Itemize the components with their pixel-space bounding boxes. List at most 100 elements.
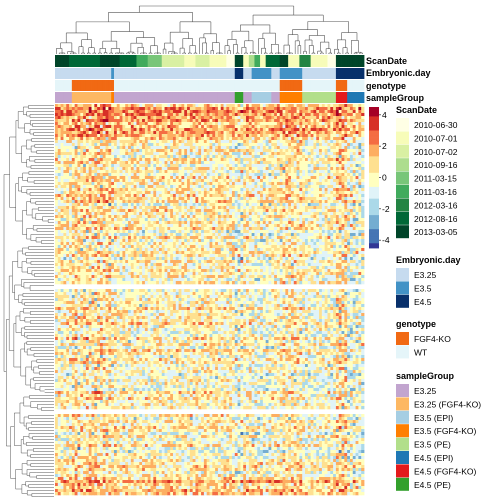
- heatmap-cell: [327, 128, 331, 132]
- heatmap-cell: [316, 185, 320, 189]
- heatmap-cell: [316, 125, 320, 129]
- heatmap-cell: [142, 137, 146, 141]
- heatmap-cell: [178, 113, 182, 117]
- heatmap-cell: [248, 149, 253, 153]
- heatmap-cell: [296, 194, 300, 198]
- heatmap-cell: [296, 104, 300, 108]
- heatmap-cell: [302, 107, 306, 111]
- heatmap-cell: [195, 176, 199, 180]
- heatmap-cell: [209, 176, 213, 180]
- heatmap-cell: [55, 188, 59, 192]
- heatmap-cell: [116, 164, 121, 168]
- annotation-cell: [88, 92, 92, 103]
- heatmap-cell: [355, 143, 359, 147]
- heatmap-cell: [243, 170, 247, 174]
- heatmap-cell: [352, 149, 356, 153]
- heatmap-cell: [128, 149, 132, 153]
- heatmap-cell: [288, 137, 292, 141]
- heatmap-cell: [327, 116, 331, 120]
- heatmap-cell: [215, 182, 219, 186]
- annotation-cell: [192, 68, 196, 79]
- heatmap-cell: [66, 116, 70, 120]
- heatmap-cell: [198, 164, 202, 168]
- heatmap-cell: [88, 125, 92, 129]
- heatmap-cell: [313, 197, 317, 201]
- heatmap-cell: [229, 146, 233, 150]
- heatmap-cell: [215, 134, 219, 138]
- heatmap-cell: [60, 155, 64, 159]
- heatmap-cell: [209, 134, 213, 138]
- heatmap-cell: [85, 179, 90, 183]
- annotation-cell: [223, 92, 227, 103]
- heatmap-cell: [330, 191, 334, 195]
- heatmap-cell: [355, 107, 359, 111]
- heatmap-cell: [133, 119, 137, 123]
- annotation-cell: [262, 92, 267, 103]
- heatmap-cell: [321, 107, 326, 111]
- heatmap-cell: [234, 152, 238, 156]
- heatmap-cell: [71, 188, 76, 192]
- heatmap-cell: [57, 131, 62, 135]
- heatmap-cell: [274, 110, 278, 114]
- heatmap-cell: [144, 116, 149, 120]
- heatmap-cell: [116, 152, 121, 156]
- heatmap-cell: [108, 191, 112, 195]
- annotation-cell: [347, 92, 351, 103]
- heatmap-cell: [265, 140, 269, 144]
- heatmap-cell: [333, 146, 337, 150]
- heatmap-cell: [94, 197, 98, 201]
- annotation-cell: [352, 55, 356, 67]
- heatmap-cell: [330, 173, 334, 177]
- heatmap-cell: [209, 122, 213, 126]
- heatmap-cell: [150, 164, 154, 168]
- heatmap-cell: [113, 107, 118, 111]
- heatmap-cell: [71, 146, 76, 150]
- heatmap-cell: [352, 197, 356, 201]
- heatmap-cell: [201, 122, 205, 126]
- heatmap-cell: [139, 161, 143, 165]
- heatmap-cell: [80, 152, 84, 156]
- annotation-cell: [220, 92, 224, 103]
- heatmap-cell: [128, 182, 132, 186]
- heatmap-cell: [170, 125, 174, 129]
- heatmap-cell: [262, 125, 267, 129]
- heatmap-cell: [361, 107, 365, 111]
- heatmap-cell: [209, 197, 213, 201]
- heatmap-cell: [240, 182, 244, 186]
- heatmap-cell: [296, 170, 300, 174]
- heatmap-cell: [71, 194, 76, 198]
- heatmap-cell: [237, 137, 241, 141]
- annotation-cell: [212, 92, 216, 103]
- heatmap-cell: [158, 110, 163, 114]
- heatmap-cell: [282, 182, 286, 186]
- heatmap-cell: [83, 116, 87, 120]
- annotation-cell: [139, 55, 143, 67]
- heatmap-cell: [282, 125, 286, 129]
- heatmap-cell: [231, 185, 236, 189]
- heatmap-cell: [105, 179, 109, 183]
- annotation-cell: [248, 68, 253, 79]
- heatmap-cell: [175, 164, 179, 168]
- heatmap-cell: [237, 179, 241, 183]
- annotation-cell: [175, 80, 179, 91]
- heatmap-cell: [223, 125, 227, 129]
- annotation-cell: [274, 80, 278, 91]
- heatmap-cell: [313, 119, 317, 123]
- annotation-cell: [150, 92, 154, 103]
- heatmap-cell: [321, 137, 326, 141]
- heatmap-cell: [198, 116, 202, 120]
- heatmap-cell: [85, 188, 90, 192]
- heatmap-cell: [274, 113, 278, 117]
- heatmap-cell: [136, 149, 140, 153]
- heatmap-cell: [69, 185, 73, 189]
- heatmap-cell: [94, 152, 98, 156]
- heatmap-cell: [246, 158, 250, 162]
- heatmap-cell: [108, 182, 112, 186]
- heatmap-cell: [361, 176, 365, 180]
- heatmap-cell: [66, 170, 70, 174]
- annotation-cell: [231, 68, 236, 79]
- heatmap-cell: [352, 122, 356, 126]
- heatmap-cell: [361, 143, 365, 147]
- heatmap-cell: [161, 182, 165, 186]
- annotation-cell: [226, 80, 230, 91]
